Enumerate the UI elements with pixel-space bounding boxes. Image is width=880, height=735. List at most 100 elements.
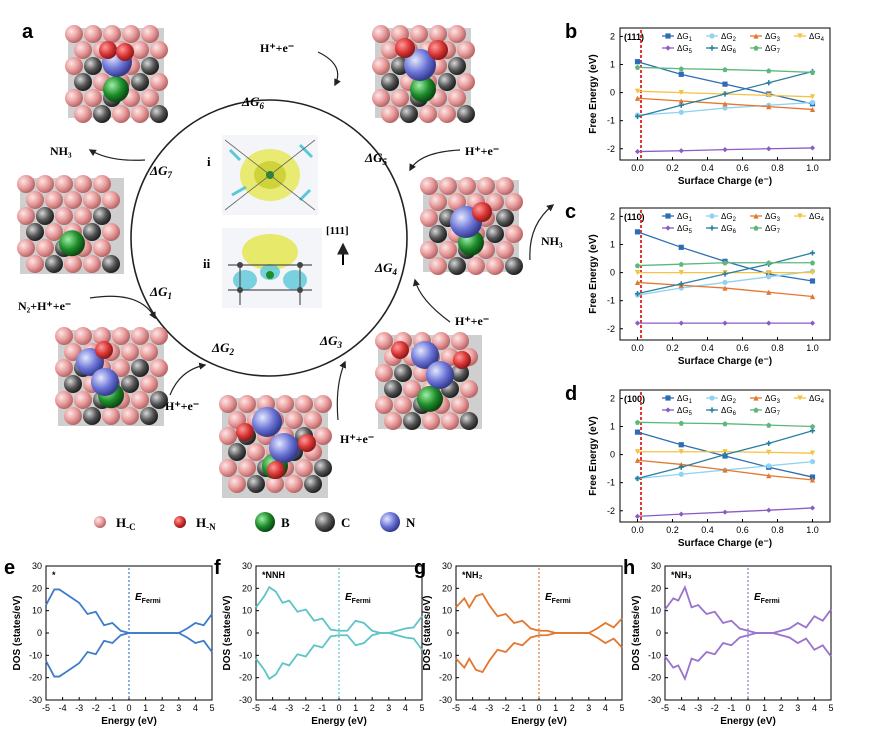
x-tick-label: -4 [469, 703, 477, 713]
x-tick-label: 3 [586, 703, 591, 713]
data-point [766, 146, 772, 152]
x-tick-label: 2 [779, 703, 784, 713]
y-tick-label: -10 [29, 650, 42, 660]
legend-entry: ΔG6 [706, 44, 737, 55]
dos-spin-up-line [455, 592, 623, 634]
x-tick-label: 3 [176, 703, 181, 713]
reaction-cycle-circle [130, 99, 408, 377]
data-point [634, 59, 641, 65]
data-point [809, 145, 816, 151]
data-point [809, 250, 816, 256]
panel-letter: e [4, 557, 15, 579]
series-dg7 [634, 419, 816, 430]
legend-entry: ΔG1 [662, 32, 693, 43]
adsorption-snapshot [219, 395, 332, 498]
legend-entry: ΔG7 [750, 224, 781, 235]
product-nh3-right: NH₃ [541, 234, 563, 248]
x-tick-label: -2 [711, 703, 719, 713]
x-tick-label: 2 [570, 703, 575, 713]
x-tick-label: 0.2 [666, 163, 679, 173]
x-tick-label: 3 [795, 703, 800, 713]
adsorbate-label: * [52, 570, 56, 580]
data-point [678, 148, 684, 154]
y-tick-label: 20 [242, 583, 252, 593]
x-tick-label: 2 [370, 703, 375, 713]
y-tick-label: 2 [610, 393, 615, 403]
x-tick-label: 0.8 [771, 525, 784, 535]
data-point [634, 429, 641, 435]
legend-label: ΔG1 [677, 394, 693, 405]
x-tick-label: -3 [485, 703, 493, 713]
step-label-g7: ΔG7 [149, 163, 173, 180]
legend-entry: ΔG5 [662, 44, 693, 55]
atom-legend-label: H-C [116, 515, 136, 532]
legend-label: ΔG6 [721, 406, 737, 417]
legend-label: ΔG2 [721, 394, 737, 405]
legend-label: ΔG1 [677, 32, 693, 43]
data-point [634, 320, 641, 326]
data-point [634, 457, 641, 463]
y-tick-label: -10 [239, 650, 252, 660]
data-point [766, 463, 772, 469]
x-tick-label: 3 [386, 703, 391, 713]
atom-legend-swatch [380, 512, 400, 532]
x-tick-label: 0.0 [631, 343, 644, 353]
data-point [678, 442, 684, 448]
x-tick-label: 0.0 [631, 525, 644, 535]
data-point [709, 45, 715, 51]
adsorption-snapshot [420, 177, 523, 275]
adsorption-snapshot [372, 25, 475, 123]
legend-entry: ΔG2 [706, 32, 737, 43]
y-tick-label: 30 [651, 561, 661, 571]
fermi-label: EFermi [545, 592, 571, 605]
series-dg5 [634, 320, 816, 326]
x-tick-label: -2 [302, 703, 310, 713]
adsorbate-label: *NNH [262, 570, 285, 580]
data-point [722, 147, 728, 153]
data-point [797, 213, 803, 219]
data-point [753, 33, 759, 39]
x-tick-label: 5 [828, 703, 833, 713]
x-tick-label: 1 [143, 703, 148, 713]
legend-entry: ΔG3 [750, 212, 781, 223]
y-axis-label: DOS (states/eV) [12, 595, 23, 670]
adsorption-snapshot [17, 175, 124, 274]
data-point [753, 407, 759, 413]
y-tick-label: 0 [610, 268, 615, 278]
x-tick-label: 4 [403, 703, 408, 713]
product-nh3-left: NH₃ [50, 144, 72, 158]
legend-label: ΔG5 [677, 406, 693, 417]
x-tick-label: 1 [553, 703, 558, 713]
x-axis-label: Surface Charge (e⁻) [678, 176, 772, 187]
arrow-top [317, 51, 341, 87]
data-point [722, 320, 728, 326]
data-point [766, 269, 772, 276]
legend-entry: ΔG3 [750, 32, 781, 43]
legend-label: ΔG7 [765, 224, 781, 235]
panel-letter: b [565, 21, 577, 43]
data-point [809, 69, 816, 75]
data-point [722, 105, 728, 111]
inset-label-ii: ii [203, 256, 211, 271]
fermi-label: EFermi [754, 592, 780, 605]
panel-letter: c [565, 201, 576, 223]
data-point [678, 66, 684, 72]
arrow-right-upper [409, 149, 461, 172]
y-tick-label: 10 [651, 606, 661, 616]
adsorption-snapshot [65, 25, 168, 123]
data-point [809, 278, 816, 284]
plot-frame [619, 27, 831, 161]
atom-legend-swatch [94, 516, 106, 528]
dos-spin-up-line [45, 588, 213, 634]
adsorbate-label: *NH₂ [462, 570, 483, 580]
data-point [797, 33, 803, 39]
x-tick-label: 0.0 [631, 163, 644, 173]
arrow-bottom-right [336, 360, 347, 421]
data-point [634, 113, 641, 120]
x-tick-label: -1 [318, 703, 326, 713]
y-tick-label: -30 [439, 695, 452, 705]
reagent-right-upper: H⁺+e⁻ [465, 144, 499, 158]
data-point [766, 289, 772, 295]
series-dg5 [634, 145, 816, 155]
